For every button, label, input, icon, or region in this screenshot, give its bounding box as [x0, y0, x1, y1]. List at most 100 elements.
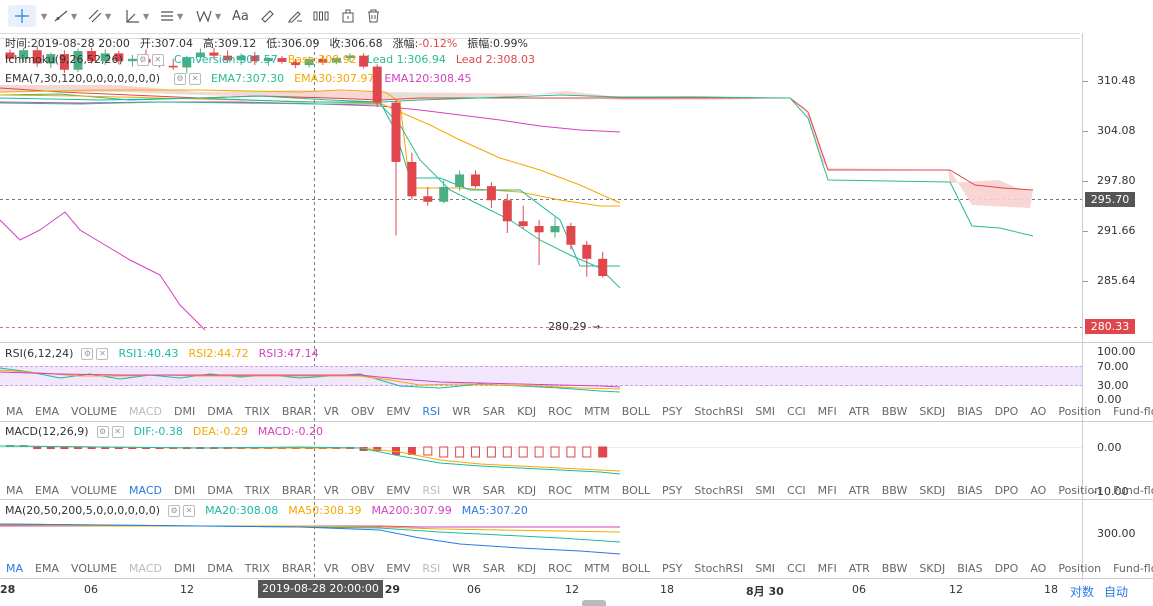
- indicator-tab-vr[interactable]: VR: [323, 562, 339, 575]
- indicator-tab-mfi[interactable]: MFI: [817, 562, 837, 575]
- indicator-tab-skdj[interactable]: SKDJ: [919, 484, 946, 497]
- indicator-tab-volume[interactable]: VOLUME: [70, 405, 118, 418]
- indicator-tab-vr[interactable]: VR: [323, 484, 339, 497]
- indicator-tab-dma[interactable]: DMA: [207, 484, 233, 497]
- indicator-tab-mfi[interactable]: MFI: [817, 405, 837, 418]
- rsi-chart[interactable]: [0, 360, 1082, 400]
- ma-chart[interactable]: [0, 518, 1082, 560]
- indicator-tab-dmi[interactable]: DMI: [174, 484, 196, 497]
- indicator-tab-bias[interactable]: BIAS: [957, 405, 983, 418]
- log-scale-button[interactable]: 对数: [1070, 585, 1095, 599]
- indicator-tab-kdj[interactable]: KDJ: [517, 405, 537, 418]
- indicator-tab-position[interactable]: Position: [1058, 562, 1102, 575]
- indicator-tab-mtm[interactable]: MTM: [584, 562, 610, 575]
- indicator-tab-fund-flow[interactable]: Fund-flow: [1113, 562, 1153, 575]
- macd-chart[interactable]: [0, 438, 1082, 478]
- trendline-tool[interactable]: ▼: [54, 6, 77, 26]
- indicator-tab-bbw[interactable]: BBW: [881, 484, 908, 497]
- indicator-tab-ema[interactable]: EMA: [35, 484, 59, 497]
- fibonacci-tool[interactable]: ▼: [160, 6, 183, 26]
- candle-style-tool[interactable]: [313, 6, 329, 26]
- indicator-tab-skdj[interactable]: SKDJ: [919, 562, 946, 575]
- auto-scale-button[interactable]: 自动: [1104, 585, 1129, 599]
- indicator-tab-smi[interactable]: SMI: [755, 484, 776, 497]
- indicator-tab-boll[interactable]: BOLL: [621, 405, 651, 418]
- indicator-tab-smi[interactable]: SMI: [755, 562, 776, 575]
- indicator-tab-emv[interactable]: EMV: [386, 484, 411, 497]
- indicator-tab-ema[interactable]: EMA: [35, 405, 59, 418]
- indicator-tab-bbw[interactable]: BBW: [881, 562, 908, 575]
- indicator-tab-atr[interactable]: ATR: [848, 405, 870, 418]
- settings-icon[interactable]: ⚙: [96, 425, 109, 438]
- close-icon[interactable]: ✕: [111, 425, 124, 438]
- indicator-tab-ao[interactable]: AO: [1030, 562, 1047, 575]
- channel-tool[interactable]: ▼: [88, 6, 111, 26]
- ichimoku-name[interactable]: Ichimoku(9,26,52,26): [5, 53, 123, 66]
- indicator-tab-volume[interactable]: VOLUME: [70, 562, 118, 575]
- indicator-tab-dpo[interactable]: DPO: [994, 562, 1019, 575]
- macd-name[interactable]: MACD(12,26,9): [5, 425, 89, 438]
- indicator-tab-stochrsi[interactable]: StochRSI: [694, 562, 744, 575]
- indicator-tab-macd[interactable]: MACD: [129, 484, 163, 497]
- rsi-name[interactable]: RSI(6,12,24): [5, 347, 74, 360]
- indicator-tab-smi[interactable]: SMI: [755, 405, 776, 418]
- indicator-tab-sar[interactable]: SAR: [482, 405, 506, 418]
- indicator-tab-brar[interactable]: BRAR: [281, 484, 312, 497]
- main-price-chart[interactable]: 280.29 →: [0, 40, 1082, 342]
- indicator-tab-emv[interactable]: EMV: [386, 562, 411, 575]
- indicator-tab-macd[interactable]: MACD: [129, 562, 163, 575]
- indicator-tab-volume[interactable]: VOLUME: [70, 484, 118, 497]
- brush-tool[interactable]: [287, 6, 303, 26]
- indicator-tab-trix[interactable]: TRIX: [244, 484, 270, 497]
- indicator-tab-mtm[interactable]: MTM: [584, 484, 610, 497]
- indicator-tab-psy[interactable]: PSY: [662, 405, 683, 418]
- close-icon[interactable]: ✕: [189, 72, 201, 85]
- indicator-tab-roc[interactable]: ROC: [548, 484, 573, 497]
- indicator-tab-dpo[interactable]: DPO: [994, 484, 1019, 497]
- indicator-tab-sar[interactable]: SAR: [482, 484, 506, 497]
- indicator-tab-mtm[interactable]: MTM: [584, 405, 610, 418]
- indicator-tab-rsi[interactable]: RSI: [422, 562, 441, 575]
- indicator-tab-mfi[interactable]: MFI: [817, 484, 837, 497]
- crosshair-dropdown[interactable]: ▼: [41, 11, 48, 21]
- indicator-tab-sar[interactable]: SAR: [482, 562, 506, 575]
- pattern-tool[interactable]: ▼: [196, 6, 221, 26]
- indicator-tab-dpo[interactable]: DPO: [994, 405, 1019, 418]
- lock-tool[interactable]: [342, 6, 354, 26]
- crosshair-tool[interactable]: [8, 5, 36, 27]
- indicator-tab-bias[interactable]: BIAS: [957, 562, 983, 575]
- indicator-tab-psy[interactable]: PSY: [662, 562, 683, 575]
- indicator-tab-brar[interactable]: BRAR: [281, 405, 312, 418]
- indicator-tab-kdj[interactable]: KDJ: [517, 484, 537, 497]
- indicator-tab-dma[interactable]: DMA: [207, 405, 233, 418]
- indicator-tab-ma[interactable]: MA: [6, 405, 24, 418]
- indicator-tab-obv[interactable]: OBV: [351, 484, 375, 497]
- indicator-tab-fund-flow[interactable]: Fund-flow: [1113, 405, 1153, 418]
- indicator-tab-boll[interactable]: BOLL: [621, 562, 651, 575]
- indicator-tab-dmi[interactable]: DMI: [174, 562, 196, 575]
- indicator-tab-boll[interactable]: BOLL: [621, 484, 651, 497]
- indicator-tab-ema[interactable]: EMA: [35, 562, 59, 575]
- indicator-tab-cci[interactable]: CCI: [787, 484, 806, 497]
- indicator-tab-cci[interactable]: CCI: [787, 405, 806, 418]
- indicator-tab-emv[interactable]: EMV: [386, 405, 411, 418]
- ma-name[interactable]: MA(20,50,200,5,0,0,0,0,0,0): [5, 504, 161, 517]
- indicator-tab-atr[interactable]: ATR: [848, 484, 870, 497]
- indicator-tab-ao[interactable]: AO: [1030, 484, 1047, 497]
- indicator-tab-bbw[interactable]: BBW: [881, 405, 908, 418]
- ema-name[interactable]: EMA(7,30,120,0,0,0,0,0,0,0): [5, 72, 160, 85]
- indicator-tab-obv[interactable]: OBV: [351, 562, 375, 575]
- indicator-tab-kdj[interactable]: KDJ: [517, 562, 537, 575]
- close-icon[interactable]: ✕: [151, 53, 164, 66]
- indicator-tab-rsi[interactable]: RSI: [422, 405, 441, 418]
- indicator-tab-psy[interactable]: PSY: [662, 484, 683, 497]
- indicator-tab-atr[interactable]: ATR: [848, 562, 870, 575]
- settings-icon[interactable]: ⚙: [136, 53, 149, 66]
- indicator-tab-stochrsi[interactable]: StochRSI: [694, 405, 744, 418]
- indicator-tab-trix[interactable]: TRIX: [244, 405, 270, 418]
- indicator-tab-dma[interactable]: DMA: [207, 562, 233, 575]
- settings-icon[interactable]: ⚙: [81, 347, 94, 360]
- indicator-tab-roc[interactable]: ROC: [548, 562, 573, 575]
- indicator-tab-fund-flow[interactable]: Fund-flow: [1113, 484, 1153, 497]
- indicator-tab-obv[interactable]: OBV: [351, 405, 375, 418]
